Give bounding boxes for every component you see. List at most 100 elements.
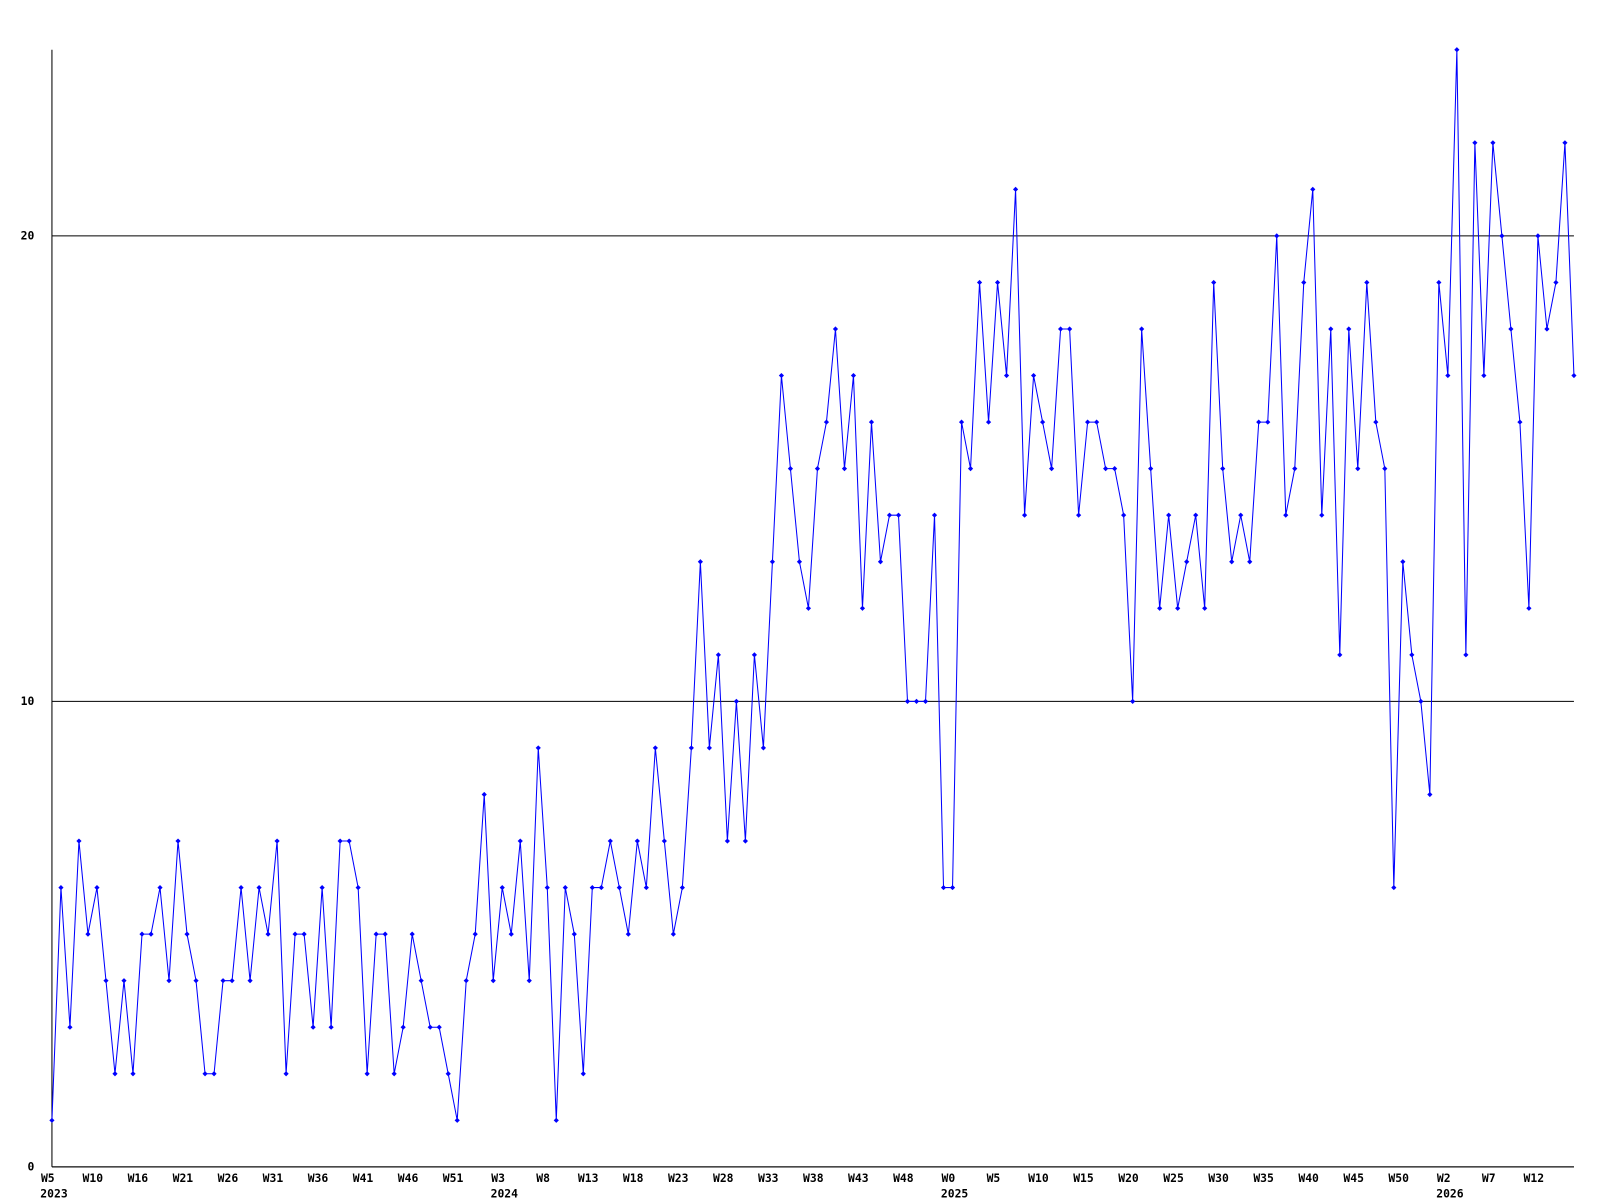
point bbox=[994, 279, 1001, 286]
x-tick-label: W21 bbox=[173, 1171, 194, 1185]
point bbox=[616, 884, 622, 891]
point bbox=[949, 884, 956, 891]
point bbox=[49, 1117, 55, 1123]
point bbox=[1103, 466, 1109, 472]
point bbox=[1535, 233, 1541, 239]
point bbox=[292, 931, 298, 937]
point bbox=[598, 884, 604, 891]
point bbox=[1012, 186, 1019, 192]
x-tick-label: W13 bbox=[578, 1171, 599, 1185]
point bbox=[319, 884, 325, 891]
point bbox=[697, 559, 703, 565]
point bbox=[67, 1024, 73, 1030]
point bbox=[1364, 279, 1370, 286]
point bbox=[1400, 559, 1406, 565]
x-tick-label: W8 bbox=[536, 1171, 550, 1185]
point bbox=[1553, 279, 1559, 286]
x-tick-label: W25 bbox=[1163, 1171, 1184, 1185]
x-tick-label: W40 bbox=[1298, 1171, 1319, 1185]
x-tick-label: W3 bbox=[491, 1171, 505, 1185]
point bbox=[805, 605, 812, 611]
point bbox=[1337, 652, 1343, 658]
line bbox=[51, 49, 1575, 1121]
point bbox=[607, 838, 613, 844]
point bbox=[85, 931, 91, 937]
point bbox=[1202, 605, 1208, 611]
point bbox=[220, 978, 226, 984]
point bbox=[238, 884, 244, 891]
point bbox=[1094, 419, 1100, 425]
point bbox=[1319, 512, 1325, 518]
x-tick-label: W51 bbox=[443, 1171, 464, 1185]
point bbox=[589, 884, 595, 891]
x-tick-label: W38 bbox=[803, 1171, 824, 1185]
x-tick-label: W45 bbox=[1343, 1171, 1364, 1185]
point bbox=[562, 884, 568, 891]
point bbox=[1085, 419, 1091, 425]
point bbox=[976, 279, 983, 286]
point bbox=[1571, 372, 1577, 379]
point bbox=[508, 931, 514, 937]
point bbox=[256, 884, 262, 891]
point bbox=[859, 605, 866, 611]
point bbox=[481, 791, 487, 798]
point bbox=[301, 931, 307, 937]
point bbox=[787, 466, 794, 472]
point bbox=[436, 1024, 442, 1030]
point bbox=[1409, 652, 1415, 658]
point bbox=[1499, 233, 1505, 239]
point bbox=[1049, 466, 1055, 472]
point bbox=[1021, 512, 1028, 518]
point bbox=[1238, 512, 1244, 518]
point bbox=[904, 698, 911, 704]
point bbox=[1067, 326, 1073, 332]
point bbox=[931, 512, 938, 518]
y-tick-label: 0 bbox=[27, 1159, 34, 1173]
point bbox=[184, 931, 190, 937]
point bbox=[274, 838, 280, 844]
point bbox=[1148, 466, 1154, 472]
point bbox=[1139, 326, 1145, 332]
point bbox=[139, 931, 145, 937]
point bbox=[1130, 698, 1136, 704]
point bbox=[1175, 605, 1181, 611]
x-tick-label: W28 bbox=[713, 1171, 734, 1185]
x-tick-label: W15 bbox=[1073, 1171, 1094, 1185]
point bbox=[823, 419, 830, 425]
point bbox=[337, 838, 343, 844]
point bbox=[1427, 791, 1433, 798]
point bbox=[1301, 279, 1307, 286]
x-tick-label: W36 bbox=[308, 1171, 329, 1185]
point bbox=[940, 884, 947, 891]
point bbox=[472, 931, 478, 937]
point bbox=[877, 559, 884, 565]
point bbox=[544, 884, 550, 891]
point bbox=[1508, 326, 1514, 332]
point bbox=[1418, 698, 1424, 704]
point bbox=[625, 931, 631, 937]
point bbox=[1373, 419, 1379, 425]
point bbox=[1382, 466, 1388, 472]
point bbox=[1211, 279, 1217, 286]
y-tick-label: 10 bbox=[21, 694, 35, 708]
x-tick-label: W7 bbox=[1482, 1171, 1496, 1185]
point bbox=[1265, 419, 1271, 425]
point bbox=[130, 1071, 136, 1077]
x-tick-label: W41 bbox=[353, 1171, 374, 1185]
point bbox=[1436, 279, 1442, 286]
point bbox=[1490, 140, 1496, 146]
point bbox=[148, 931, 154, 937]
x-tick-label: W5 bbox=[41, 1171, 55, 1185]
point bbox=[1544, 326, 1550, 332]
point bbox=[1454, 47, 1460, 53]
point bbox=[985, 419, 992, 425]
x-tick-label: W5 bbox=[987, 1171, 1001, 1185]
point bbox=[1229, 559, 1235, 565]
point bbox=[715, 652, 721, 658]
point bbox=[679, 884, 685, 891]
point bbox=[490, 978, 496, 984]
point bbox=[400, 1024, 406, 1030]
point bbox=[1283, 512, 1289, 518]
point bbox=[670, 931, 676, 937]
